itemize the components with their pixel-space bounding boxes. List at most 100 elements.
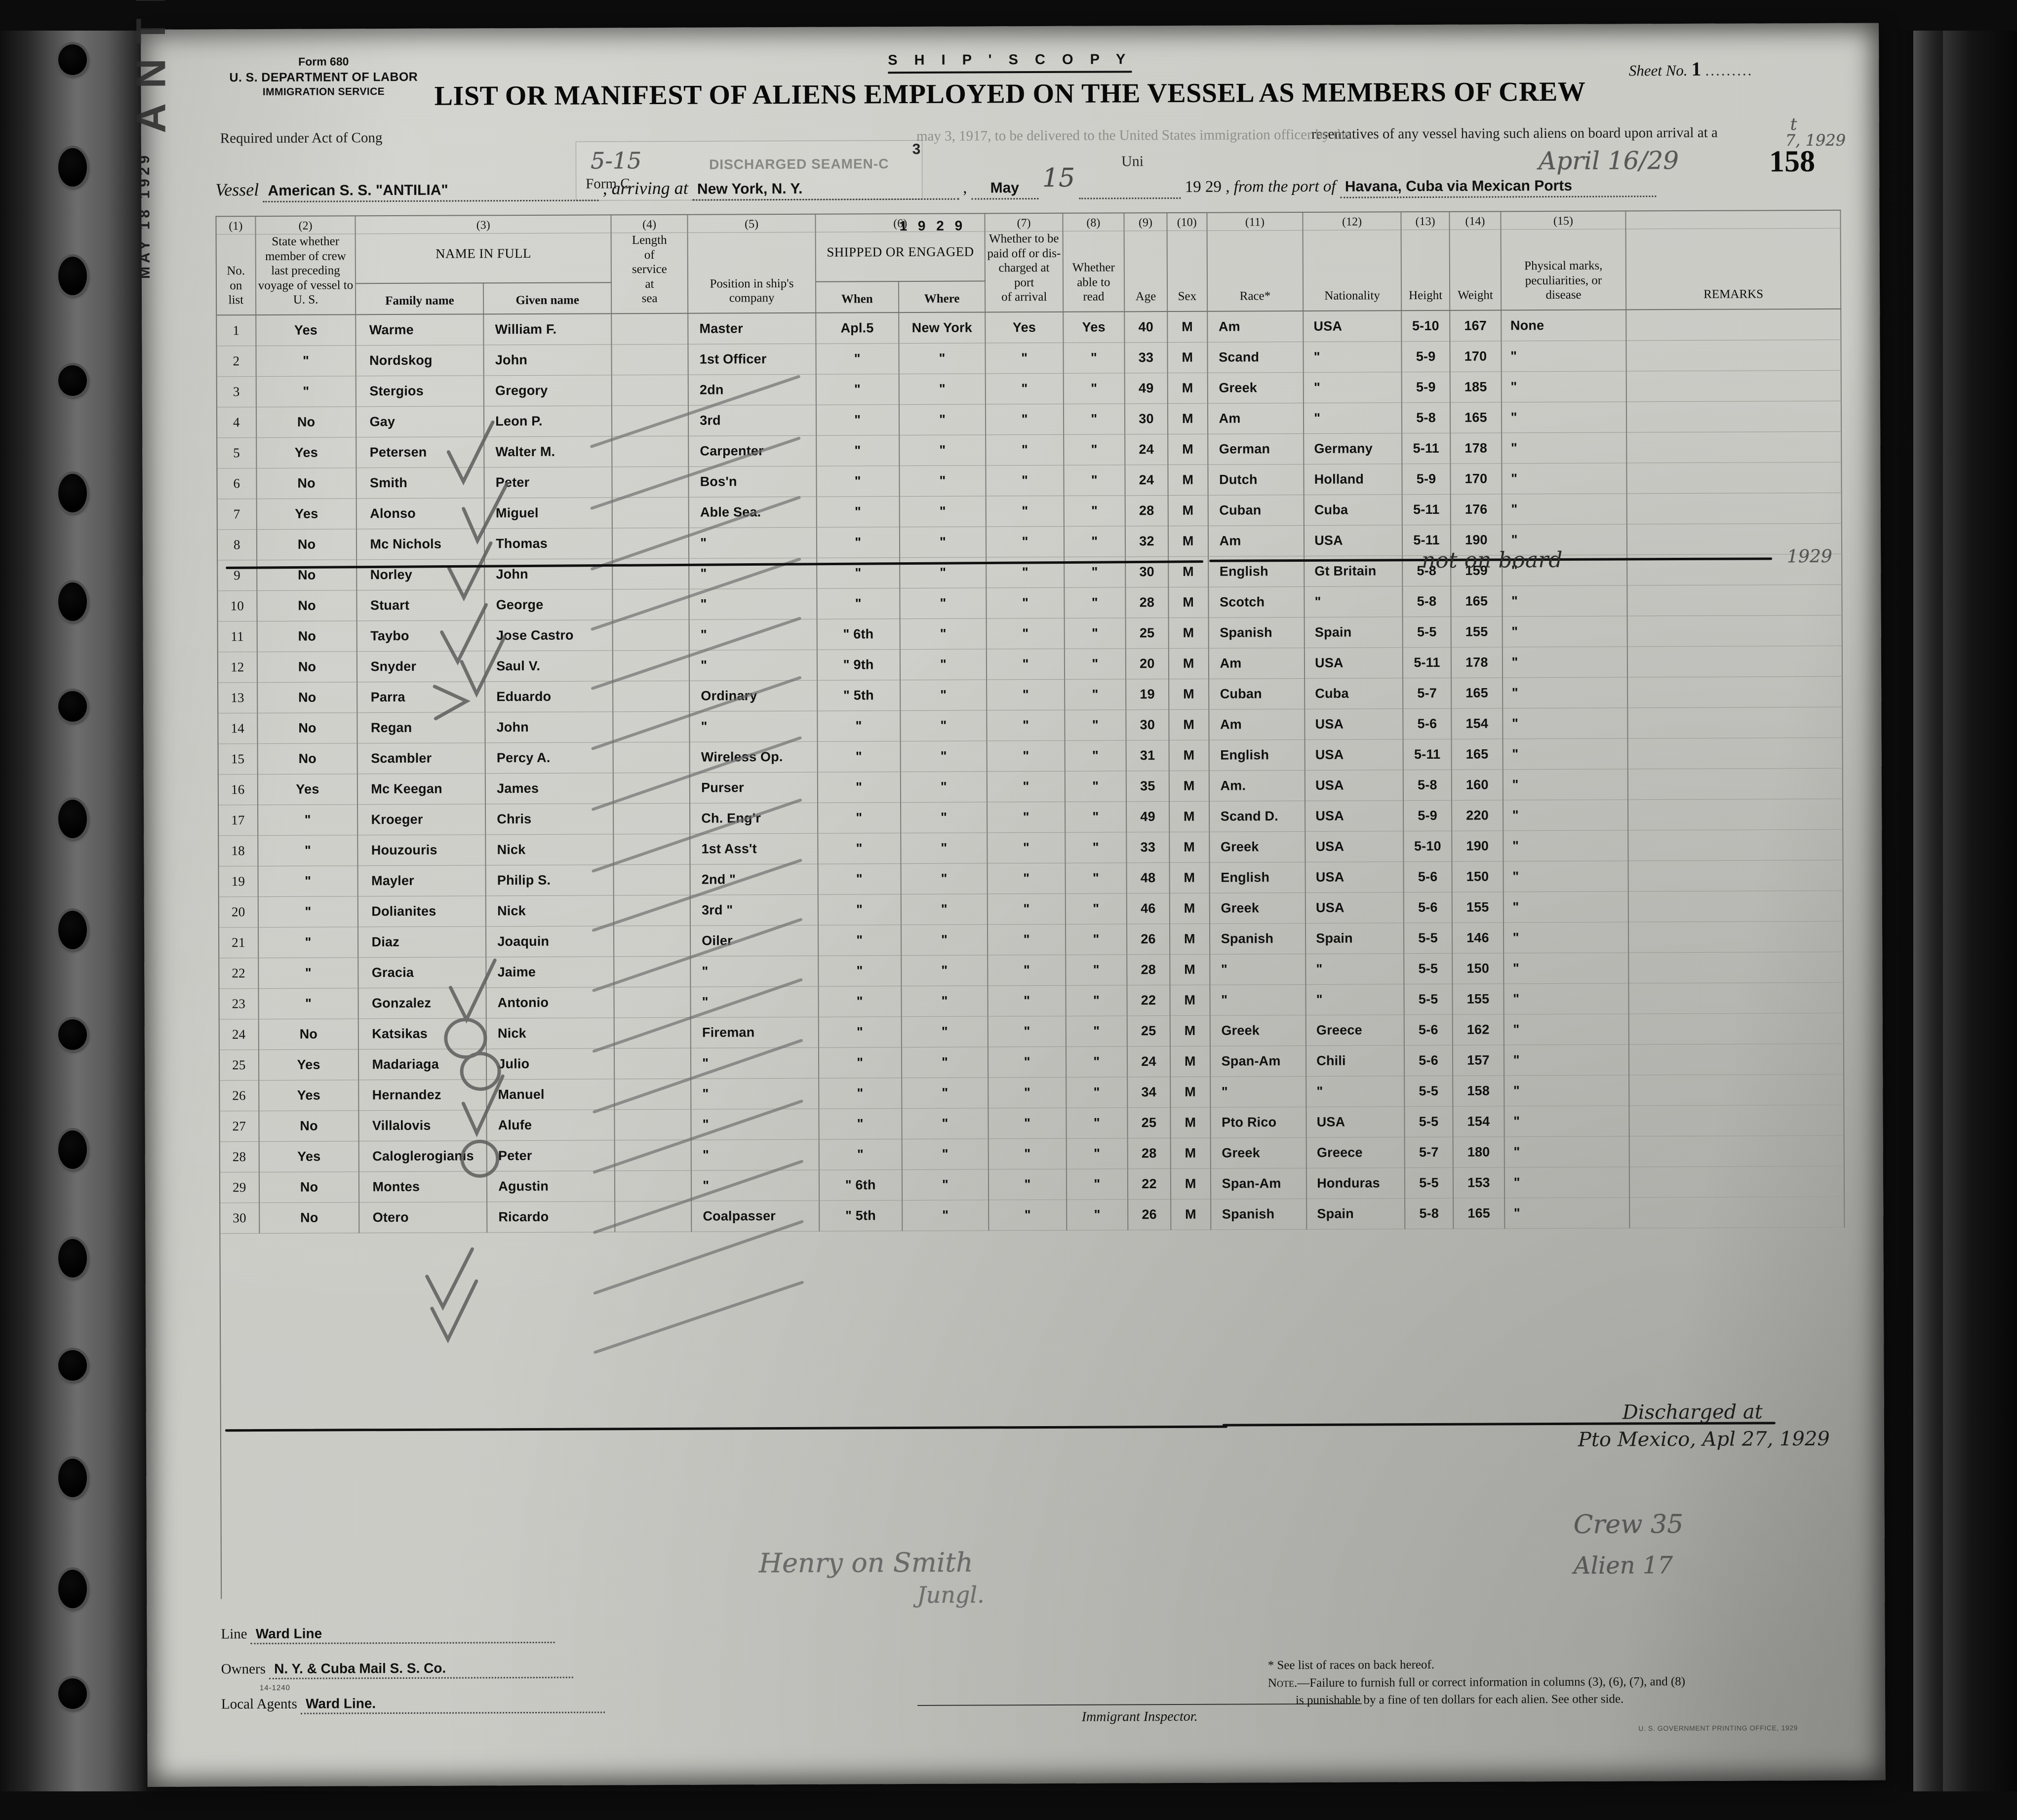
cell-sex: M — [1167, 403, 1208, 434]
cell-sex: M — [1169, 923, 1210, 955]
cell-family: Kroeger — [357, 804, 486, 835]
cell-race: English — [1209, 739, 1305, 771]
arriving-label: , arriving at — [602, 178, 688, 198]
col-num-16 — [1625, 210, 1841, 229]
cell-read: " — [1064, 587, 1126, 618]
cell-when: " — [818, 925, 901, 956]
year-value: 19 29 — [1185, 178, 1222, 196]
cell-family: Nordskog — [356, 345, 484, 376]
cell-disc: " — [988, 924, 1066, 955]
cell-family: Houzouris — [357, 834, 486, 866]
right-gutter-shadow — [1884, 0, 1943, 1820]
cell-wt: 155 — [1452, 891, 1503, 923]
cell-given: Eduardo — [485, 681, 613, 712]
col-num-2: (2) — [255, 216, 356, 234]
cell-given: Gregory — [483, 375, 612, 406]
cell-no: 29 — [220, 1172, 259, 1203]
cell-no: 5 — [217, 437, 257, 468]
cell-read: " — [1065, 924, 1127, 955]
cell-sex: M — [1170, 1046, 1210, 1077]
cell-no: 9 — [218, 560, 257, 591]
cell-length-of-service — [612, 466, 689, 498]
cell-sex: M — [1171, 1199, 1211, 1230]
cell-no: 21 — [219, 927, 258, 958]
cell-race: Greek — [1210, 1137, 1307, 1168]
binder-holes — [0, 0, 148, 1820]
cell-read: " — [1064, 526, 1126, 557]
cell-sex: M — [1170, 1137, 1211, 1169]
cell-disc: " — [988, 1077, 1067, 1108]
cell-marks: " — [1502, 616, 1628, 647]
cell-disc: " — [986, 587, 1065, 619]
cell-crew: " — [258, 988, 359, 1019]
cell-no: 2 — [217, 346, 256, 377]
cell-family: Stuart — [356, 589, 485, 621]
cell-length-of-service — [613, 864, 690, 895]
cell-no: 6 — [217, 468, 257, 499]
cell-age: 46 — [1126, 893, 1170, 924]
vessel-name-value: American S. S. "ANTILIA" — [263, 181, 599, 203]
cell-family: Villalovis — [358, 1110, 487, 1141]
cell-nat: " — [1306, 1076, 1405, 1107]
cell-where: " — [902, 1200, 989, 1231]
cell-disc: " — [989, 1138, 1067, 1169]
cell-ht: 5-5 — [1404, 1106, 1453, 1137]
comma-1: , — [963, 179, 967, 197]
cell-race: Am — [1208, 525, 1305, 556]
note-penalty: Note.—Failure to furnish full or correct… — [1268, 1672, 1836, 1692]
cell-length-of-service — [612, 650, 690, 681]
header-height: Height — [1401, 230, 1450, 310]
cell-length-of-service — [612, 497, 689, 528]
cell-pos: 2nd " — [690, 863, 818, 895]
cell-when: " — [817, 710, 901, 741]
cell-marks: None — [1501, 309, 1626, 341]
header-remarks: REMARKS — [1625, 228, 1841, 310]
cell-given: Jaime — [486, 956, 614, 988]
cell-where: " — [900, 649, 987, 680]
cell-race: Spanish — [1210, 1198, 1307, 1230]
cell-pos: Bos'n — [688, 465, 817, 497]
cell-age: 26 — [1128, 1199, 1171, 1230]
table-body: 1 Yes Warme William F. Master Apl.5 New York Ye… — [217, 309, 1845, 1234]
cell-disc: " — [988, 954, 1066, 986]
cell-age: 24 — [1127, 1046, 1171, 1077]
cell-ht: 5-10 — [1403, 830, 1452, 862]
cell-marks: " — [1503, 799, 1628, 831]
header-shipped-or-engaged: SHIPPED OR ENGAGED — [815, 231, 986, 282]
cell-read: " — [1065, 801, 1127, 832]
cell-marks: " — [1502, 493, 1627, 525]
cell-crew: " — [258, 896, 358, 928]
cell-rem — [1628, 982, 1844, 1014]
cell-wt: 162 — [1452, 1014, 1504, 1045]
cell-marks: " — [1503, 983, 1629, 1014]
cell-when: " 5th — [817, 680, 900, 711]
cell-length-of-service — [614, 1078, 691, 1110]
cell-pos: " — [689, 557, 817, 589]
header-able-to-read: Whether able to read — [1063, 231, 1125, 312]
cell-disc: " — [987, 679, 1065, 710]
cell-ht: 5-11 — [1402, 647, 1452, 678]
cell-where: " — [900, 679, 987, 711]
cell-race: Spanish — [1208, 617, 1305, 648]
binder-edge — [0, 0, 148, 1820]
cell-race: English — [1209, 861, 1305, 893]
cell-crew: No — [257, 712, 358, 744]
cell-nat: " — [1303, 341, 1402, 372]
cell-race: Cuban — [1208, 678, 1305, 709]
cell-no: 1 — [217, 314, 256, 346]
cell-crew: " — [258, 927, 358, 958]
cell-sex: M — [1169, 739, 1209, 771]
cell-crew: Yes — [256, 437, 356, 468]
cell-crew: No — [257, 651, 357, 683]
header-family-name: Family name — [356, 283, 484, 314]
sheet-number-value: 1 — [1691, 57, 1701, 80]
annotation-margin-1929: 1929 — [1787, 546, 1832, 567]
col-num-7: (7) — [985, 213, 1063, 232]
cell-given: Nick — [486, 1017, 614, 1049]
cell-crew: Yes — [255, 314, 356, 346]
binder-hole — [58, 257, 87, 295]
cell-rem — [1629, 1074, 1844, 1106]
bottom-dark-edge — [0, 1791, 2017, 1820]
cell-when: " — [817, 741, 901, 772]
cell-pos: 3rd — [688, 404, 817, 436]
